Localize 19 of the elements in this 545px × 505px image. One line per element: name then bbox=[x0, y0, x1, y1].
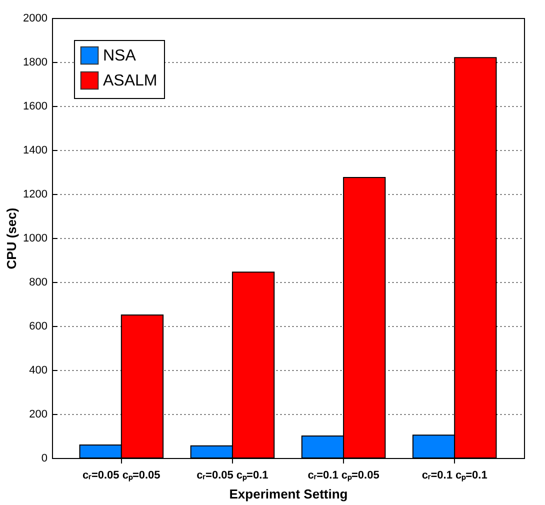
x-tick-label: cᵣ=0.1 cₚ=0.1 bbox=[422, 470, 488, 482]
y-tick-label: 400 bbox=[29, 364, 48, 376]
y-tick-label: 1600 bbox=[23, 100, 48, 112]
y-tick-label: 1400 bbox=[23, 144, 48, 156]
y-tick-label: 0 bbox=[41, 452, 48, 464]
legend-label: NSA bbox=[103, 48, 136, 64]
y-tick-label: 1000 bbox=[23, 232, 48, 244]
x-tick-label: cᵣ=0.05 cₚ=0.05 bbox=[82, 470, 160, 482]
x-tick-label: cᵣ=0.1 cₚ=0.05 bbox=[308, 470, 380, 482]
y-tick-label: 800 bbox=[29, 276, 48, 288]
y-axis-title: CPU (sec) bbox=[4, 208, 20, 270]
y-tick-label: 1800 bbox=[23, 56, 48, 68]
y-tick-label: 2000 bbox=[23, 12, 48, 24]
y-tick-label: 1200 bbox=[23, 188, 48, 200]
y-tick-label: 200 bbox=[29, 408, 48, 420]
y-tick-label: 600 bbox=[29, 320, 48, 332]
x-tick-label: cᵣ=0.05 cₚ=0.1 bbox=[196, 470, 268, 482]
x-axis-title: Experiment Setting bbox=[229, 486, 348, 502]
legend-label: ASALM bbox=[103, 72, 158, 90]
